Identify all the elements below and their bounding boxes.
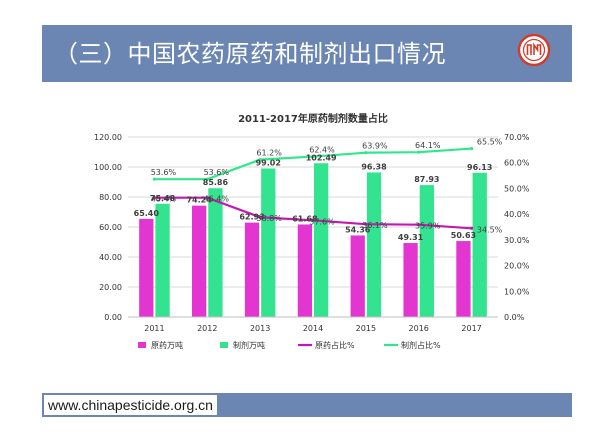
line-point bbox=[152, 177, 157, 181]
line-point bbox=[258, 158, 262, 162]
export-ratio-chart: 2011-2017年原药制剂数量占比 0.00 20.00 40.00 60.00 80.… bbox=[94, 112, 530, 350]
line-data-label: 46.4% bbox=[151, 195, 177, 204]
line-point bbox=[417, 150, 421, 154]
bar bbox=[208, 188, 223, 317]
title-band bbox=[42, 25, 572, 82]
legend-swatch bbox=[220, 342, 228, 348]
bar-data-label: 62.93 bbox=[239, 213, 264, 222]
x-tick-label: 2011 bbox=[144, 324, 164, 333]
legend-label: 制剂万吨 bbox=[233, 340, 265, 350]
line-data-label: 53.6% bbox=[151, 168, 177, 177]
bar bbox=[472, 172, 487, 317]
bar bbox=[350, 235, 365, 317]
line-data-label: 65.5% bbox=[477, 138, 503, 147]
bar bbox=[297, 224, 312, 317]
y-left-tick-label: 40.00 bbox=[99, 253, 122, 262]
line-point bbox=[258, 215, 262, 219]
y-left-tick-label: 120.00 bbox=[94, 133, 122, 142]
bar-data-label: 96.38 bbox=[361, 162, 387, 171]
y-right-tick-label: 70.0% bbox=[504, 133, 530, 142]
line-point bbox=[205, 177, 209, 181]
line-point bbox=[311, 218, 315, 222]
association-seal-icon bbox=[517, 34, 551, 66]
y-left-tick-label: 60.00 bbox=[99, 223, 122, 232]
line-point bbox=[469, 226, 474, 230]
x-tick-label: 2016 bbox=[409, 324, 429, 333]
line-point bbox=[417, 223, 421, 227]
line-data-label: 37.6% bbox=[309, 217, 335, 226]
line-data-label: 36.1% bbox=[362, 221, 388, 230]
bar bbox=[261, 168, 276, 317]
bar bbox=[366, 172, 382, 317]
bar-data-label: 49.31 bbox=[398, 233, 424, 242]
bar-data-label: 54.36 bbox=[345, 225, 371, 234]
y-right-tick-label: 10.0% bbox=[504, 287, 530, 296]
slide-title: （三）中国农药原药和制剂出口情况 bbox=[54, 40, 446, 68]
x-tick-label: 2015 bbox=[356, 324, 376, 333]
line-data-label: 64.1% bbox=[415, 141, 441, 150]
line-data-label: 62.4% bbox=[309, 146, 335, 155]
x-tick-label: 2013 bbox=[250, 324, 270, 333]
line-data-label: 61.2% bbox=[256, 149, 282, 158]
line-point bbox=[311, 154, 315, 159]
bar bbox=[192, 205, 207, 317]
line-point bbox=[469, 146, 474, 151]
bar bbox=[314, 163, 329, 317]
line-point bbox=[364, 222, 368, 226]
bar bbox=[244, 222, 260, 317]
legend-label: 原药万吨 bbox=[151, 340, 183, 350]
x-tick-label: 2014 bbox=[303, 324, 323, 333]
bar bbox=[456, 241, 471, 317]
y-right-tick-label: 30.0% bbox=[504, 236, 530, 245]
line-point bbox=[152, 196, 157, 200]
line-data-label: 38.8% bbox=[256, 214, 282, 223]
legend-label: 制剂占比% bbox=[401, 340, 441, 350]
bar-data-label: 50.63 bbox=[451, 231, 476, 240]
bar-data-label: 102.49 bbox=[306, 153, 337, 162]
x-tick-label: 2012 bbox=[197, 324, 217, 333]
bar-data-label: 96.13 bbox=[467, 163, 492, 172]
bar bbox=[139, 218, 154, 317]
x-tick-label: 2017 bbox=[461, 324, 481, 333]
y-right-tick-label: 50.0% bbox=[504, 184, 530, 193]
bar-data-label: 61.68 bbox=[292, 214, 318, 223]
line-data-label: 46.4% bbox=[204, 195, 230, 204]
line-point bbox=[205, 196, 209, 200]
line-data-label: 35.9% bbox=[415, 222, 441, 231]
legend-swatch bbox=[138, 342, 146, 348]
bar bbox=[403, 243, 418, 317]
line-data-label: 63.9% bbox=[362, 142, 388, 151]
y-left-tick-label: 100.00 bbox=[94, 163, 122, 172]
y-left-tick-label: 80.00 bbox=[99, 193, 122, 202]
bar bbox=[419, 185, 434, 317]
line-point bbox=[364, 151, 368, 155]
y-right-tick-label: 20.0% bbox=[504, 262, 530, 271]
y-right-tick-label: 60.0% bbox=[504, 159, 530, 168]
line-data-label: 53.6% bbox=[204, 168, 230, 177]
bar-data-label: 85.86 bbox=[203, 178, 229, 187]
footer-url[interactable]: www.chinapesticide.org.cn bbox=[44, 395, 217, 415]
line-data-label: 34.5% bbox=[477, 225, 503, 234]
y-left-tick-label: 20.00 bbox=[99, 283, 122, 292]
legend-label: 原药占比% bbox=[315, 340, 355, 350]
y-right-tick-label: 40.0% bbox=[504, 210, 530, 219]
y-right-tick-label: 0.0% bbox=[504, 313, 525, 322]
bar bbox=[155, 203, 170, 317]
bar-data-label: 87.93 bbox=[414, 175, 439, 184]
bar-data-label: 65.40 bbox=[134, 209, 160, 218]
chart-title: 2011-2017年原药制剂数量占比 bbox=[238, 112, 388, 125]
bar-data-label: 99.02 bbox=[256, 158, 281, 167]
bar-data-label: 74.24 bbox=[186, 196, 212, 205]
bar-data-label: 75.48 bbox=[150, 194, 176, 203]
y-left-tick-label: 0.00 bbox=[104, 313, 122, 322]
